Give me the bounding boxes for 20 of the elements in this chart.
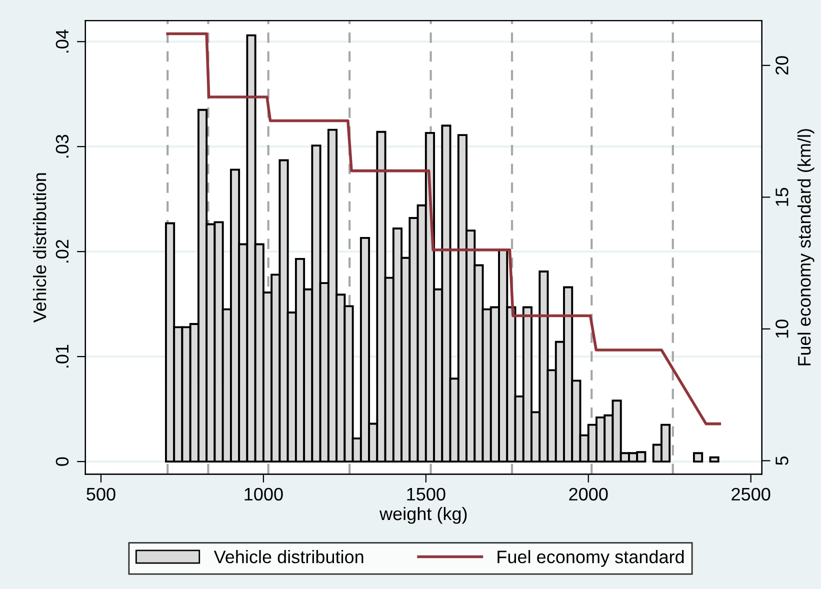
y-tick-label: .01 bbox=[56, 344, 69, 368]
x-tick-label: 500 bbox=[86, 488, 116, 501]
y2-tick-label: 5 bbox=[776, 456, 788, 466]
y2-axis-title: Fuel economy standard (km/l) bbox=[797, 129, 814, 366]
y-tick-label: .03 bbox=[56, 134, 69, 158]
y2-tick-label: 10 bbox=[776, 320, 788, 338]
y2-tick-label: 15 bbox=[776, 188, 788, 206]
legend-label: Vehicle distribution bbox=[214, 550, 364, 564]
y-tick-label: .04 bbox=[56, 30, 69, 53]
y-tick-label: 0 bbox=[56, 457, 69, 466]
line-series bbox=[166, 32, 722, 426]
x-tick-label: 2500 bbox=[732, 488, 770, 501]
legend-label: Fuel economy standard bbox=[498, 550, 684, 567]
x-axis-title: weight (kg) bbox=[379, 506, 467, 524]
x-tick-label: 1000 bbox=[244, 488, 283, 501]
y-tick-label: .02 bbox=[56, 240, 69, 262]
y2-tick-label: 20 bbox=[776, 56, 788, 75]
x-tick-label: 2000 bbox=[569, 488, 608, 501]
x-tick-label: 1500 bbox=[407, 488, 446, 501]
y-axis-title: Vehicle distribution bbox=[32, 173, 46, 323]
